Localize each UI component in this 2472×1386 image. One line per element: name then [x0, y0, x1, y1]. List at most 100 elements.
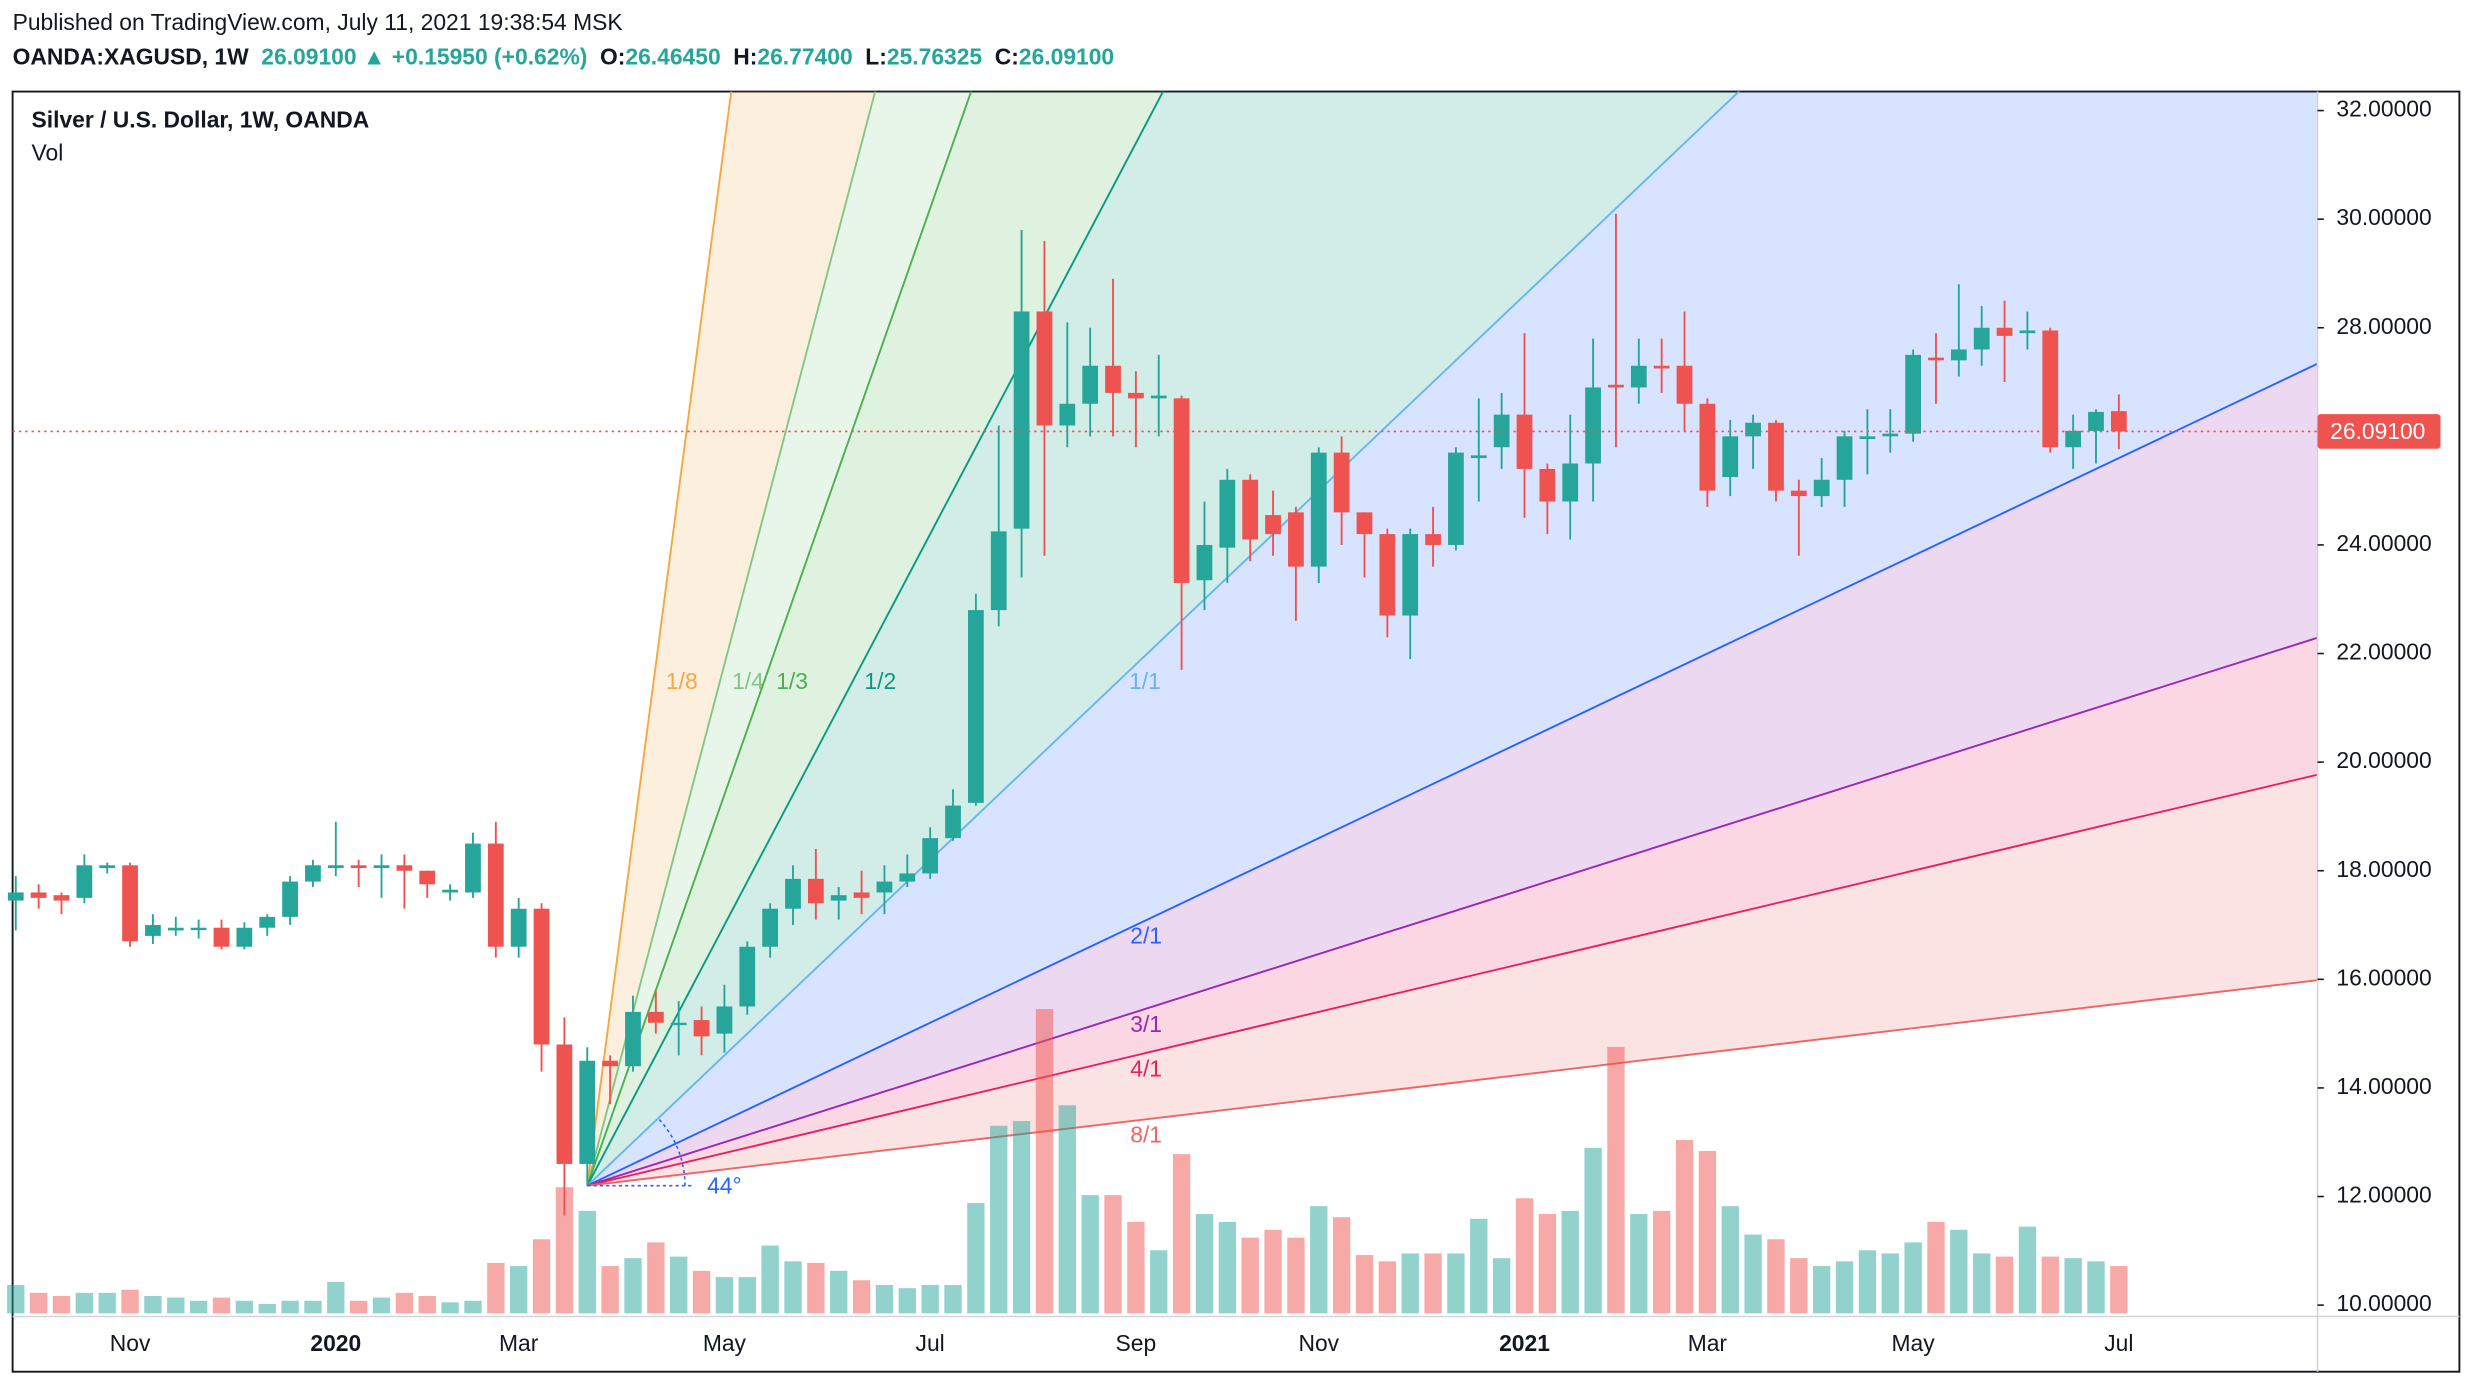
candle-body	[1059, 403, 1076, 426]
candle-body	[1516, 414, 1533, 469]
candle-body	[305, 865, 321, 882]
volume-bar	[624, 1258, 642, 1314]
candle-body	[99, 865, 116, 869]
candle-body	[556, 1044, 573, 1164]
volume-bar	[1515, 1198, 1534, 1314]
volume-bar	[1744, 1234, 1762, 1314]
ohlc-label: C:	[995, 43, 1019, 69]
candle-body	[1973, 327, 1990, 350]
ohlc-value: 26.77400	[757, 43, 852, 69]
change-arrow: ▲	[363, 43, 386, 69]
candle-body	[1562, 463, 1579, 502]
volume-bar	[487, 1262, 505, 1314]
volume-bar	[281, 1300, 299, 1314]
symbol: OANDA:XAGUSD, 1W	[13, 43, 249, 69]
volume-bar	[258, 1303, 276, 1314]
volume-bar	[1378, 1261, 1397, 1314]
symbol-header: OANDA:XAGUSD, 1W 26.09100 ▲ +0.15950 (+0.62…	[13, 43, 1115, 69]
chart-frame	[11, 90, 2461, 1373]
last-price-label: 26.09100	[2330, 418, 2425, 444]
candle-body	[1653, 365, 1670, 369]
fan-line	[587, 773, 2318, 1187]
candle-body	[1219, 479, 1236, 548]
volume-bar	[1355, 1255, 1374, 1314]
candle-body	[716, 1006, 733, 1034]
candle-body	[1356, 512, 1373, 535]
volume-bar	[1401, 1253, 1419, 1314]
volume-bar	[144, 1296, 162, 1314]
volume-bar	[1332, 1217, 1351, 1314]
volume-bar	[1721, 1206, 1739, 1314]
volume-bar	[1904, 1242, 1922, 1314]
y-tick-label: 18.00000	[2336, 856, 2431, 882]
candle-body	[282, 881, 298, 917]
volume-bar	[807, 1262, 825, 1314]
fan-line	[586, 636, 2318, 1187]
candle-body	[1722, 436, 1739, 478]
fan-label: 4/1	[1130, 1055, 1162, 1081]
candle-body	[76, 865, 93, 898]
candle-body	[145, 925, 161, 936]
volume-bar	[1127, 1221, 1145, 1314]
ohlc-value: 25.76325	[887, 43, 983, 69]
volume-bar	[2064, 1258, 2082, 1314]
volume-bar	[1058, 1105, 1076, 1314]
candle-body	[1882, 433, 1899, 437]
volume-bar	[98, 1292, 116, 1314]
fan-label: 3/1	[1130, 1011, 1162, 1037]
candle-body	[487, 843, 504, 947]
candle-body	[1905, 354, 1922, 434]
candle-body	[1608, 384, 1624, 388]
candle-body	[350, 865, 367, 869]
volume-bar	[1813, 1266, 1831, 1314]
volume-bar	[1767, 1239, 1785, 1314]
candle-body	[602, 1060, 618, 1067]
x-tick-label: Mar	[499, 1330, 539, 1356]
volume-bar	[601, 1266, 619, 1314]
fan-zone	[587, 91, 2318, 1186]
ohlc-label: L:	[865, 43, 887, 69]
fan-label: 1/8	[666, 668, 698, 694]
candle-body	[1813, 479, 1830, 497]
candle-body	[53, 895, 70, 901]
candle-body	[1173, 398, 1190, 583]
volume-bar	[167, 1297, 185, 1314]
candle-body	[922, 838, 939, 874]
x-tick-label: May	[1892, 1330, 1936, 1356]
candle-body	[30, 892, 47, 898]
candle-body	[967, 610, 984, 803]
volume-bar	[1835, 1261, 1854, 1314]
volume-bar	[1287, 1237, 1305, 1314]
volume-bar	[1195, 1214, 1214, 1314]
volume-bar	[898, 1288, 916, 1314]
volume-bar	[761, 1245, 779, 1314]
volume-bar	[510, 1266, 528, 1314]
x-tick-label: Jul	[2104, 1330, 2133, 1356]
volume-bar	[1492, 1258, 1511, 1314]
candle-body	[739, 946, 756, 1007]
candle-body	[830, 895, 847, 901]
volume-bar	[1424, 1253, 1442, 1314]
ohlc-value: 26.09100	[1019, 43, 1114, 69]
volume-bar	[304, 1300, 322, 1314]
volume-bar	[418, 1296, 436, 1314]
gann-fan: 1/8 1/4 1/3 1/2 1/1 2/1 3/1 4/1 8/1 44°	[586, 91, 2318, 1198]
volume-bar	[2041, 1256, 2059, 1314]
fan-label: 1/3	[776, 668, 808, 694]
candle-body	[167, 927, 184, 931]
candle-body	[213, 927, 230, 947]
volume-bar	[944, 1284, 962, 1314]
angle-label: 44°	[707, 1172, 742, 1198]
volume-bar	[875, 1284, 894, 1314]
candle-body	[762, 908, 779, 947]
x-tick-label: Sep	[1116, 1330, 1157, 1356]
candle-body	[2088, 411, 2104, 431]
candle-body	[990, 531, 1007, 611]
candle-body	[579, 1060, 596, 1164]
volume-bar	[1858, 1250, 1877, 1314]
volume-bar	[830, 1270, 848, 1314]
volume-bar	[121, 1289, 139, 1314]
y-tick-label: 12.00000	[2336, 1182, 2431, 1208]
volume-bar	[1172, 1154, 1191, 1314]
